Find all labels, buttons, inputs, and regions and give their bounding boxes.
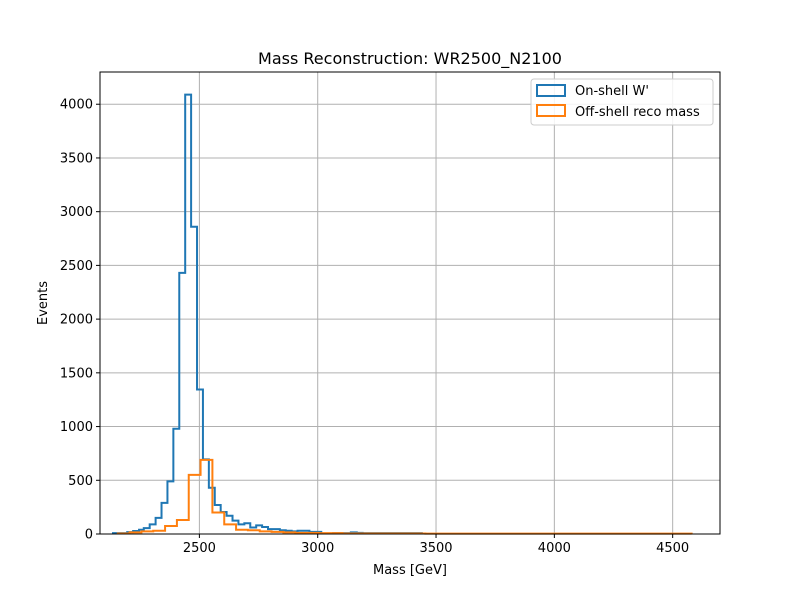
y-axis-label: Events bbox=[36, 281, 51, 325]
y-tick-label: 0 bbox=[85, 528, 93, 543]
legend-label-off-shell: Off-shell reco mass bbox=[575, 105, 700, 120]
legend-label-on-shell: On-shell W' bbox=[575, 84, 649, 99]
y-axis-ticks: 0 500 1000 1500 2000 2500 3000 3500 4000 bbox=[60, 98, 100, 543]
y-tick-label: 500 bbox=[68, 474, 93, 489]
x-tick-label: 2500 bbox=[183, 541, 216, 556]
legend-box bbox=[530, 78, 714, 126]
legend-swatch-off-shell bbox=[536, 104, 566, 117]
histogram-step-on-shell bbox=[112, 93, 423, 535]
legend-swatch-on-shell bbox=[536, 84, 566, 97]
y-tick-label: 3000 bbox=[60, 205, 93, 220]
y-tick-label: 2500 bbox=[60, 259, 93, 274]
plot-frame bbox=[99, 71, 721, 535]
x-tick-label: 3000 bbox=[301, 541, 334, 556]
x-axis-ticks: 2500 3000 3500 4000 4500 bbox=[183, 534, 689, 556]
chart-title: Mass Reconstruction: WR2500_N2100 bbox=[258, 49, 562, 69]
x-tick-label: 3500 bbox=[419, 541, 452, 556]
y-tick-label: 1000 bbox=[60, 420, 93, 435]
histogram-step-off-shell bbox=[116, 458, 693, 535]
x-tick-label: 4500 bbox=[656, 541, 689, 556]
y-tick-label: 3500 bbox=[60, 151, 93, 166]
x-tick-label: 4000 bbox=[538, 541, 571, 556]
y-tick-label: 4000 bbox=[60, 98, 93, 113]
y-tick-label: 1500 bbox=[60, 366, 93, 381]
legend: On-shell W' Off-shell reco mass bbox=[530, 78, 714, 126]
y-tick-label: 2000 bbox=[60, 313, 93, 328]
histogram-series bbox=[112, 93, 693, 535]
x-axis-label: Mass [GeV] bbox=[373, 563, 447, 578]
